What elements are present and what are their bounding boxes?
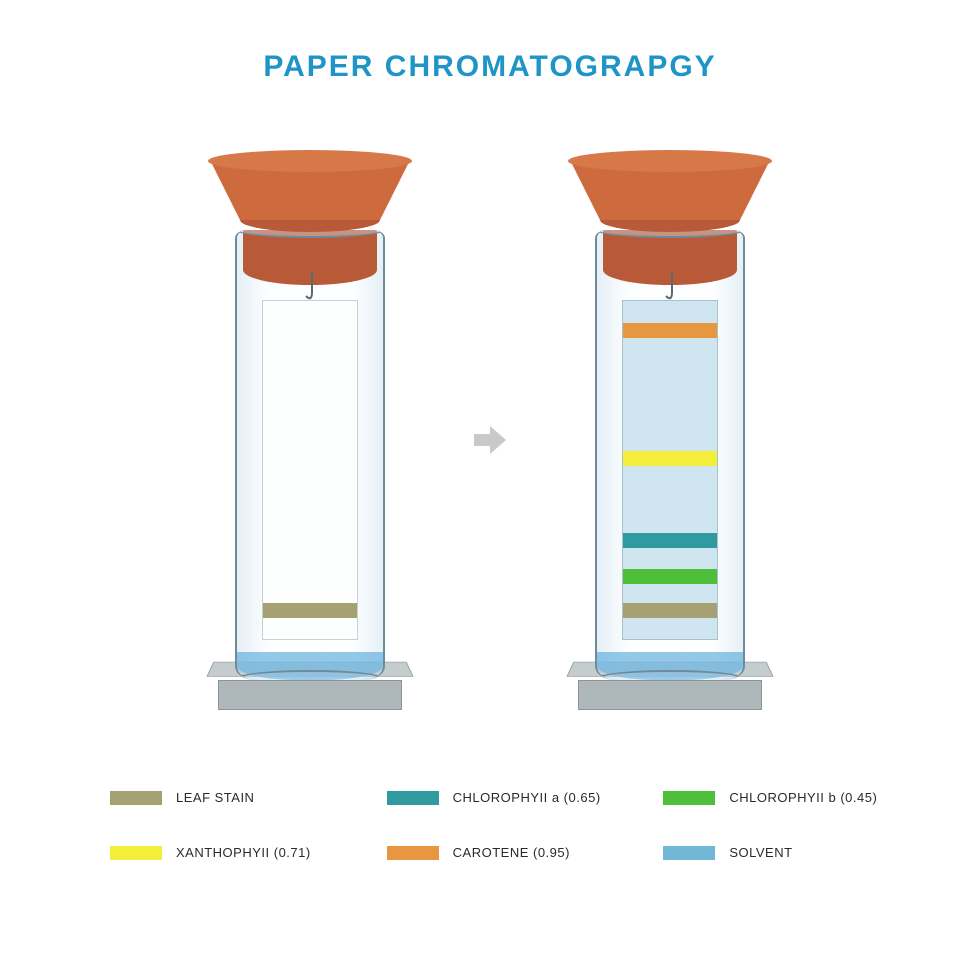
legend-swatch bbox=[387, 846, 439, 860]
legend-swatch bbox=[663, 846, 715, 860]
diagram-stage bbox=[0, 140, 980, 740]
legend-item: XANTHOPHYII (0.71) bbox=[110, 845, 367, 860]
cork-stopper bbox=[570, 160, 770, 255]
paper-strip-before bbox=[262, 300, 358, 640]
tube-after bbox=[540, 170, 800, 710]
legend-label: SOLVENT bbox=[729, 845, 792, 860]
cylinder bbox=[595, 230, 745, 680]
legend-swatch bbox=[663, 791, 715, 805]
cork-stopper bbox=[210, 160, 410, 255]
legend-label: CAROTENE (0.95) bbox=[453, 845, 570, 860]
band-chlorophyll_a bbox=[623, 533, 717, 548]
cylinder bbox=[235, 230, 385, 680]
legend-label: LEAF STAIN bbox=[176, 790, 254, 805]
legend-label: XANTHOPHYII (0.71) bbox=[176, 845, 311, 860]
legend-label: CHLOROPHYII b (0.45) bbox=[729, 790, 877, 805]
diagram-title: PAPER CHROMATOGRAPGY bbox=[0, 50, 980, 84]
legend-label: CHLOROPHYII a (0.65) bbox=[453, 790, 601, 805]
legend-item: CHLOROPHYII b (0.45) bbox=[663, 790, 920, 805]
legend-item: SOLVENT bbox=[663, 845, 920, 860]
legend-item: LEAF STAIN bbox=[110, 790, 367, 805]
legend-swatch bbox=[110, 791, 162, 805]
legend-item: CAROTENE (0.95) bbox=[387, 845, 644, 860]
paper-strip-after bbox=[622, 300, 718, 640]
legend-swatch bbox=[110, 846, 162, 860]
band-leaf_stain bbox=[623, 603, 717, 618]
tube-before bbox=[180, 170, 440, 710]
band-chlorophyll_b bbox=[623, 569, 717, 584]
arrow-icon bbox=[470, 420, 510, 460]
legend: LEAF STAIN CHLOROPHYII a (0.65) CHLOROPHYI… bbox=[110, 790, 920, 860]
band-carotene bbox=[623, 323, 717, 338]
legend-swatch bbox=[387, 791, 439, 805]
band-leaf_stain bbox=[263, 603, 357, 618]
legend-item: CHLOROPHYII a (0.65) bbox=[387, 790, 644, 805]
band-xanthophyll bbox=[623, 451, 717, 466]
